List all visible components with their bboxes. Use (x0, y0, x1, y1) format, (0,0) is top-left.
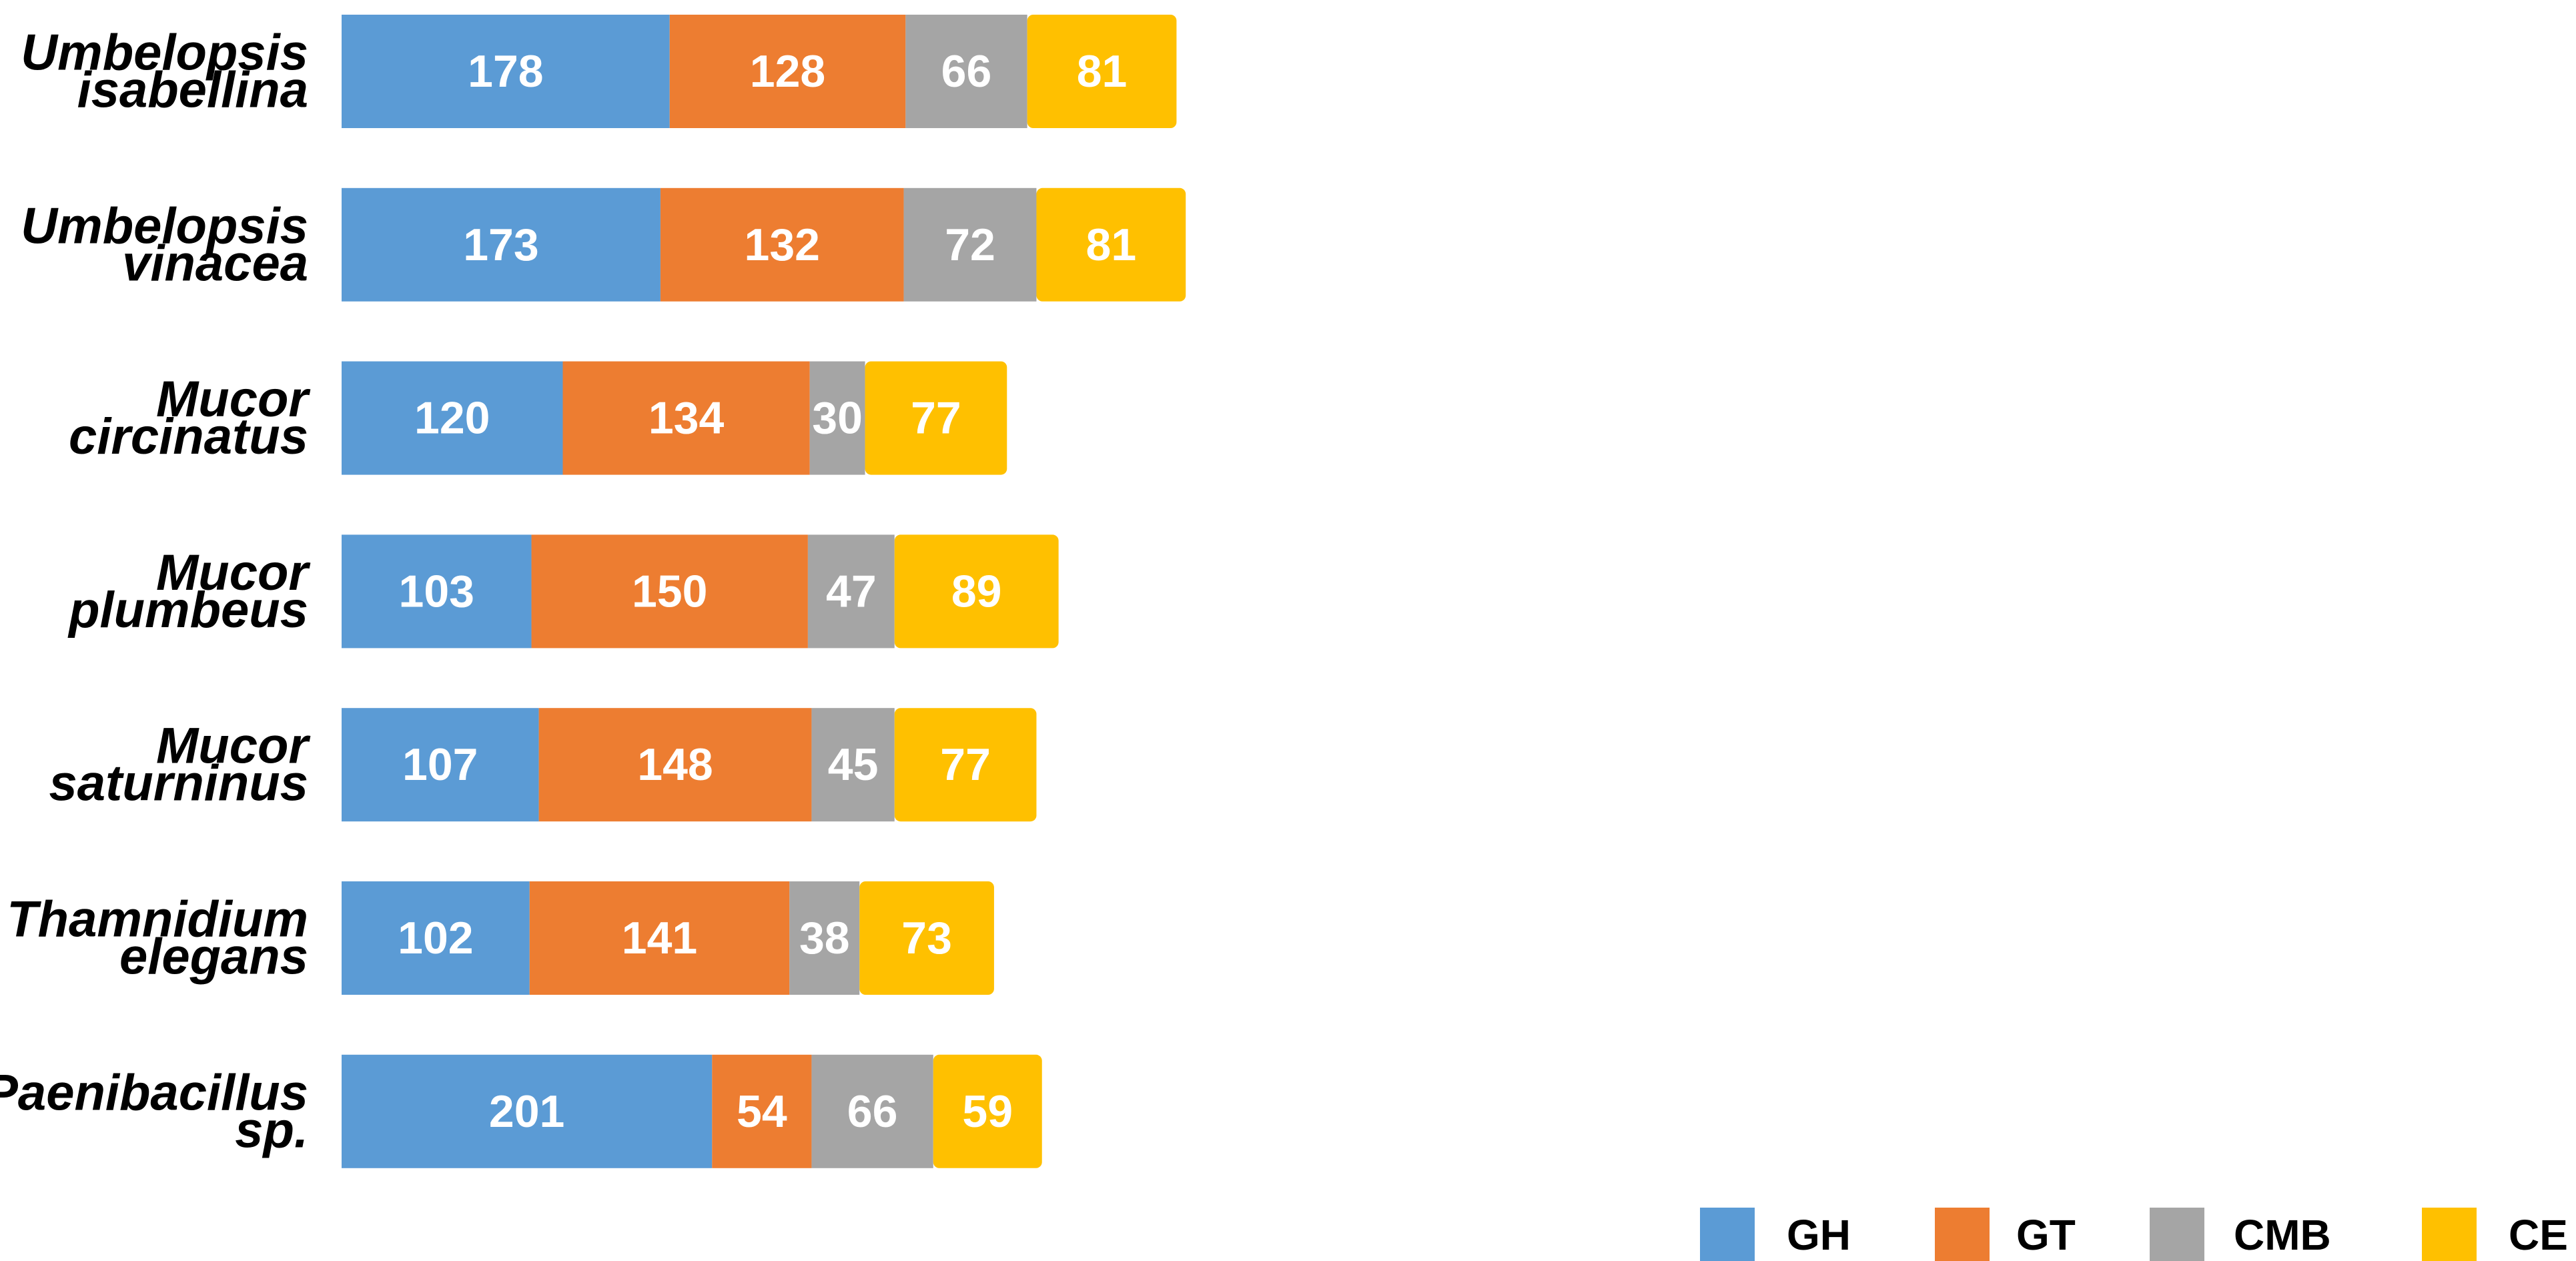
data-label-cmb-6: 66 (847, 1086, 898, 1137)
data-label-gt-3: 150 (632, 566, 707, 616)
bar-cmb-4 (811, 708, 895, 822)
data-label-gt-4: 148 (637, 739, 713, 790)
category-labels: UmbelopsisisabellinaUmbelopsisvinaceaMuc… (0, 25, 311, 1159)
bar-gt-6 (712, 1054, 812, 1168)
bar-gt-4 (538, 708, 812, 822)
category-label-2-line-0: Mucor (156, 371, 311, 428)
bar-gh-4 (342, 708, 539, 822)
data-label-ce-4: 77 (940, 739, 991, 790)
data-label-ce-3: 89 (951, 566, 1002, 616)
data-label-ce-5: 73 (901, 913, 952, 963)
data-label-ce-1: 81 (1086, 220, 1137, 270)
bar-ce-3 (894, 534, 1059, 649)
legend-label-gh: GH (1787, 1211, 1851, 1259)
category-label-3-line-0: Mucor (156, 544, 311, 601)
data-label-cmb-4: 45 (828, 739, 879, 790)
data-label-gt-6: 54 (737, 1086, 787, 1137)
legend: GH GT CMB CE (1700, 1208, 2568, 1261)
bar-gt-0 (669, 15, 906, 128)
data-label-cmb-2: 30 (812, 393, 863, 444)
bar-ce-2 (865, 361, 1007, 475)
data-label-gh-6: 201 (489, 1086, 564, 1137)
data-label-cmb-0: 66 (941, 46, 992, 97)
bar-ce-1 (1036, 187, 1186, 302)
legend-swatch-cmb (2150, 1208, 2204, 1261)
bar-ce-4 (894, 708, 1037, 822)
category-label-3-line-1: plumbeus (67, 582, 308, 639)
data-label-ce-6: 59 (962, 1086, 1013, 1137)
category-label-4-line-0: Mucor (156, 718, 311, 775)
bar-cmb-3 (807, 534, 895, 649)
bar-gh-2 (342, 361, 563, 475)
bar-ce-0 (1027, 15, 1177, 128)
data-label-cmb-1: 72 (945, 220, 995, 270)
legend-swatch-gh (1700, 1208, 1755, 1261)
bar-gh-0 (342, 15, 670, 128)
category-label-5-line-0: Thamnidium (7, 891, 308, 948)
legend-label-cmb: CMB (2234, 1211, 2331, 1259)
data-label-cmb-5: 38 (799, 913, 850, 963)
category-label-1-line-0: Umbelopsis (21, 197, 308, 254)
bar-cmb-1 (903, 187, 1037, 302)
data-label-gh-3: 103 (399, 566, 474, 616)
category-label-0-line-0: Umbelopsis (21, 25, 308, 81)
category-label-0-line-1: isabellina (77, 62, 308, 119)
category-label-6-line-0: Paenibacillus (0, 1064, 308, 1121)
data-label-gh-0: 178 (468, 46, 543, 97)
bar-cmb-5 (789, 881, 860, 995)
bar-ce-6 (933, 1054, 1042, 1168)
data-label-gh-4: 107 (402, 739, 478, 790)
data-label-cmb-3: 47 (826, 566, 877, 616)
bar-gt-3 (531, 534, 808, 649)
bar-gt-5 (529, 881, 790, 995)
data-label-gt-2: 134 (649, 393, 725, 444)
data-label-gt-0: 128 (750, 46, 825, 97)
bar-gt-2 (562, 361, 810, 475)
data-label-gh-5: 102 (398, 913, 473, 963)
bar-cmb-2 (809, 361, 865, 475)
category-label-6-line-1: sp. (235, 1102, 308, 1158)
legend-swatch-ce (2422, 1208, 2477, 1261)
data-label-ce-2: 77 (911, 393, 961, 444)
data-label-gt-5: 141 (622, 913, 697, 963)
bar-gh-6 (342, 1054, 713, 1168)
category-label-2-line-1: circinatus (69, 408, 308, 465)
data-label-gh-2: 120 (414, 393, 490, 444)
category-label-1-line-1: vinacea (122, 235, 308, 292)
bar-gh-5 (342, 881, 530, 995)
data-label-ce-0: 81 (1077, 46, 1128, 97)
category-label-5-line-1: elegans (119, 929, 308, 985)
bar-gt-1 (660, 187, 904, 302)
bar-cmb-0 (905, 15, 1027, 128)
bar-cmb-6 (811, 1054, 933, 1168)
legend-label-gt: GT (2016, 1211, 2076, 1259)
legend-swatch-gt (1935, 1208, 1990, 1261)
bars-group: 178 128 66 81 173 132 72 81 120 134 30 77 103 150 47 89… (342, 15, 1186, 1168)
bar-gh-1 (342, 187, 661, 302)
bar-ce-5 (859, 881, 994, 995)
category-label-4-line-1: saturninus (49, 755, 309, 812)
bar-gh-3 (342, 534, 532, 649)
data-label-gt-1: 132 (745, 220, 820, 270)
data-label-gh-1: 173 (463, 220, 538, 270)
legend-label-ce: CE (2509, 1211, 2568, 1259)
